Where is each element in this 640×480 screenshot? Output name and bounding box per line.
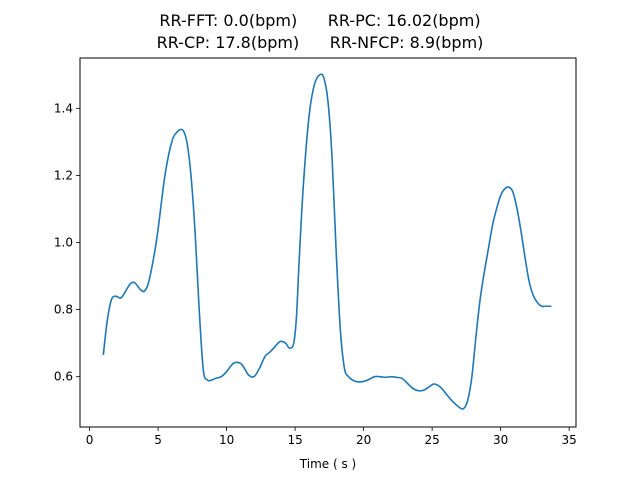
plot-area bbox=[102, 73, 552, 410]
x-axis-label: Time ( s ) bbox=[299, 457, 356, 471]
y-tick-label: 1.4 bbox=[54, 101, 73, 115]
y-tick-label: 0.6 bbox=[54, 370, 73, 384]
x-tick-label: 0 bbox=[86, 433, 94, 447]
x-tick-label: 30 bbox=[493, 433, 508, 447]
axes-frame bbox=[79, 57, 577, 428]
y-axis-ticks: 0.6 0.8 1.0 1.2 1.4 bbox=[54, 101, 80, 384]
chart-title-line-1: RR-FFT: 0.0(bpm) RR-PC: 16.02(bpm) bbox=[159, 11, 481, 30]
x-tick-label: 5 bbox=[154, 433, 162, 447]
y-tick-label: 1.0 bbox=[54, 236, 73, 250]
x-axis-ticks: 0 5 10 15 20 25 30 35 bbox=[86, 427, 577, 447]
x-tick-label: 25 bbox=[424, 433, 439, 447]
chart-title-line-2: RR-CP: 17.8(bpm) RR-NFCP: 8.9(bpm) bbox=[156, 33, 484, 52]
x-tick-label: 15 bbox=[287, 433, 302, 447]
x-tick-label: 35 bbox=[562, 433, 577, 447]
x-tick-label: 10 bbox=[219, 433, 234, 447]
x-tick-label: 20 bbox=[356, 433, 371, 447]
series-line-0 bbox=[102, 73, 552, 410]
y-tick-label: 1.2 bbox=[54, 168, 73, 182]
y-tick-label: 0.8 bbox=[54, 303, 73, 317]
